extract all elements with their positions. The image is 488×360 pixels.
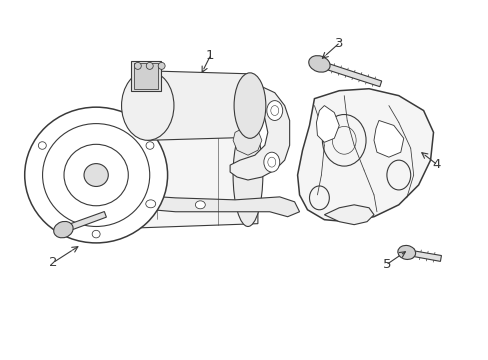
Ellipse shape <box>54 221 73 238</box>
Ellipse shape <box>308 56 329 72</box>
Ellipse shape <box>267 157 275 167</box>
Ellipse shape <box>146 62 153 69</box>
Text: 4: 4 <box>431 158 440 171</box>
Ellipse shape <box>234 73 265 138</box>
Polygon shape <box>406 250 441 261</box>
Ellipse shape <box>122 71 174 140</box>
Polygon shape <box>297 89 433 222</box>
Text: 1: 1 <box>205 49 214 63</box>
Polygon shape <box>129 195 299 217</box>
Ellipse shape <box>266 100 282 121</box>
Ellipse shape <box>195 201 205 209</box>
Ellipse shape <box>145 200 155 208</box>
Ellipse shape <box>42 123 149 226</box>
Ellipse shape <box>233 123 263 226</box>
Polygon shape <box>324 205 373 225</box>
Polygon shape <box>134 63 157 89</box>
Polygon shape <box>316 105 339 142</box>
Polygon shape <box>147 71 249 140</box>
Text: 2: 2 <box>49 256 58 269</box>
Ellipse shape <box>264 152 279 172</box>
Polygon shape <box>233 125 262 155</box>
Ellipse shape <box>146 142 154 149</box>
Ellipse shape <box>25 107 167 243</box>
Ellipse shape <box>134 62 141 69</box>
Text: 5: 5 <box>382 258 390 271</box>
Ellipse shape <box>38 142 46 149</box>
Ellipse shape <box>64 144 128 206</box>
Polygon shape <box>62 212 106 233</box>
Polygon shape <box>117 121 257 229</box>
Polygon shape <box>318 61 381 87</box>
Polygon shape <box>373 121 403 157</box>
Polygon shape <box>230 86 289 180</box>
Ellipse shape <box>92 230 100 238</box>
Text: 3: 3 <box>334 37 343 50</box>
Ellipse shape <box>158 62 165 69</box>
Ellipse shape <box>397 246 415 260</box>
Ellipse shape <box>84 163 108 186</box>
Polygon shape <box>131 61 161 91</box>
Ellipse shape <box>270 105 278 116</box>
